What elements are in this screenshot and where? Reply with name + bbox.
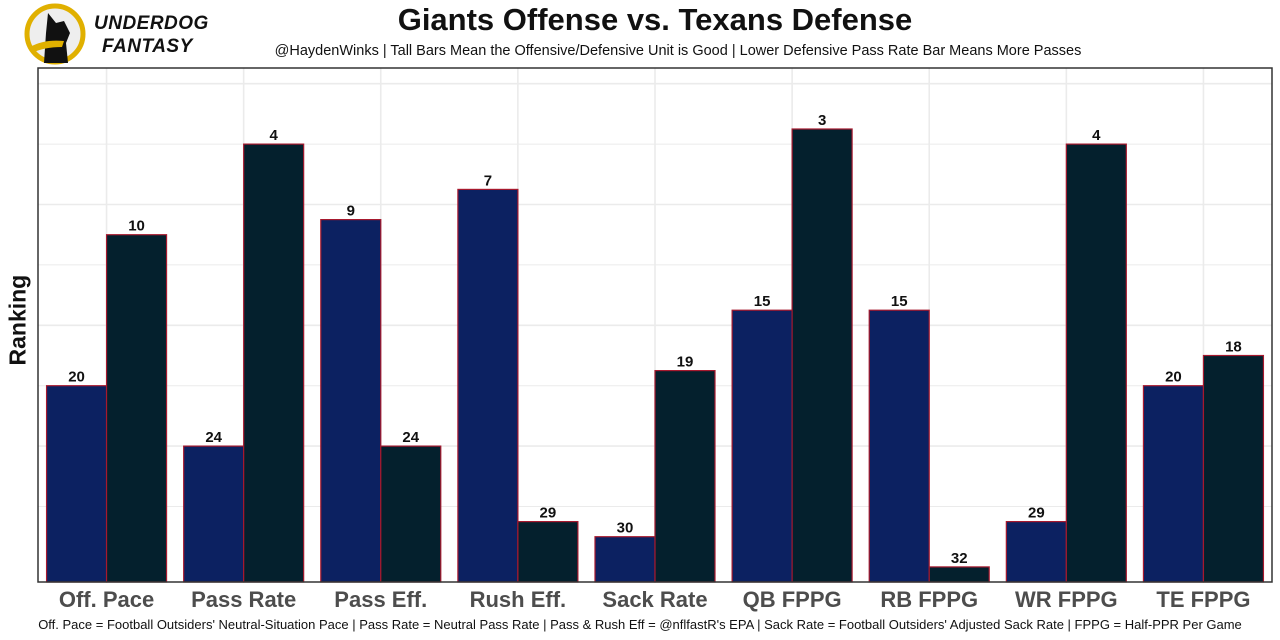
bar-value-label: 15 — [754, 293, 771, 310]
bar-value-label: 19 — [677, 354, 694, 371]
bar-defense — [791, 128, 853, 583]
bar-defense — [928, 566, 990, 583]
bar-value-label: 18 — [1225, 339, 1242, 356]
chart-subtitle: @HaydenWinks | Tall Bars Mean the Offens… — [274, 43, 1082, 59]
bar-offense — [320, 219, 382, 583]
x-tick-label: RB FPPG — [880, 587, 978, 612]
bar-value-label: 30 — [617, 520, 634, 537]
bar-defense — [654, 370, 716, 583]
plot-border — [37, 67, 1273, 583]
x-tick-label: Pass Rate — [191, 587, 296, 612]
bar-value-label: 24 — [205, 429, 222, 446]
bar-value-label: 32 — [951, 550, 968, 567]
bar-value-label: 15 — [891, 293, 908, 310]
bar-defense — [517, 520, 579, 583]
bar-offense — [868, 309, 930, 583]
bar-value-label: 3 — [818, 112, 826, 129]
logo-text-1: UNDERDOG — [94, 13, 209, 34]
x-tick-label: Rush Eff. — [470, 587, 567, 612]
bar-offense — [1005, 520, 1067, 583]
underdog-fantasy-logo: UNDERDOG FANTASY — [24, 3, 264, 65]
bar-value-label: 4 — [269, 127, 278, 144]
bar-defense — [1065, 143, 1127, 583]
x-tick-label: Sack Rate — [602, 587, 707, 612]
bar-value-label: 9 — [347, 203, 355, 220]
bar-value-label: 20 — [1165, 369, 1182, 386]
bar-defense — [105, 234, 168, 583]
dog-logo-icon — [24, 3, 86, 65]
bar-value-label: 7 — [484, 172, 492, 189]
bar-defense — [1202, 354, 1265, 583]
bar-offense — [457, 188, 519, 583]
bar-offense — [731, 309, 793, 583]
bar-value-label: 4 — [1092, 127, 1101, 144]
x-tick-label: Pass Eff. — [334, 587, 427, 612]
x-tick-label: WR FPPG — [1015, 587, 1118, 612]
logo-text-2: FANTASY — [102, 36, 193, 57]
bar-value-label: 20 — [68, 369, 85, 386]
bar-offense — [594, 536, 656, 583]
bar-value-label: 29 — [1028, 505, 1045, 522]
bar-offense — [183, 445, 245, 583]
bar-defense — [380, 445, 442, 583]
bar-offense — [45, 385, 108, 583]
bar-value-label: 29 — [540, 505, 557, 522]
bar-value-label: 10 — [128, 218, 145, 235]
bar-value-label: 24 — [402, 429, 419, 446]
x-tick-label: QB FPPG — [743, 587, 842, 612]
x-tick-label: TE FPPG — [1156, 587, 1250, 612]
x-tick-label: Off. Pace — [59, 587, 154, 612]
chart-title: Giants Offense vs. Texans Defense — [397, 2, 913, 37]
bar-offense — [1142, 385, 1205, 583]
bar-defense — [243, 143, 305, 583]
chart-caption: Off. Pace = Football Outsiders' Neutral-… — [38, 617, 1242, 632]
